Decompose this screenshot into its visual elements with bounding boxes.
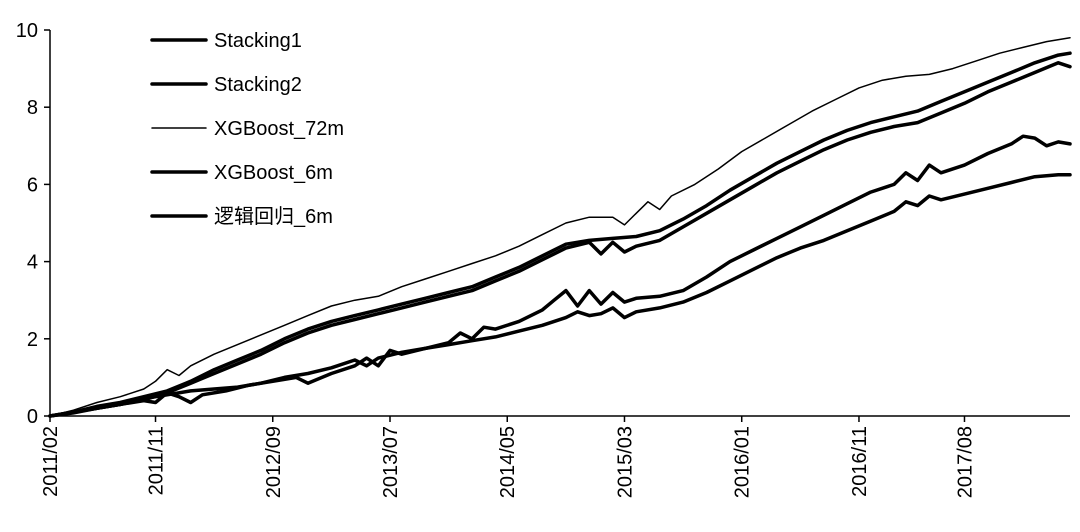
legend-label-1: Stacking1 <box>214 30 302 52</box>
x-tick-label: 2015/03 <box>614 426 636 498</box>
legend-label-5: 逻辑回归_6m <box>214 205 333 228</box>
y-tick-label: 2 <box>27 329 38 351</box>
x-tick-label: 2016/01 <box>732 426 754 498</box>
axes-layer: 0 2 4 6 8 10 2011/02 2011/11 2012/09 2013/07 2014/… <box>16 20 1070 498</box>
x-tick-label: 2011/02 <box>40 426 62 497</box>
legend-label-2: Stacking2 <box>214 74 302 96</box>
y-tick-label: 0 <box>27 406 38 428</box>
series-line-5 <box>48 173 1072 418</box>
legend: Stacking1 Stacking2 XGBoost_72m XGBoost_6m 逻… <box>150 30 344 228</box>
x-tick-label: 2012/09 <box>263 426 285 498</box>
legend-label-3: XGBoost_72m <box>214 118 344 140</box>
series-layer <box>48 36 1072 418</box>
y-tick-label: 10 <box>16 20 38 42</box>
x-tick-label: 2014/05 <box>497 426 519 498</box>
series-line-3 <box>49 36 1071 417</box>
y-tick-label: 6 <box>27 174 38 196</box>
legend-label-4: XGBoost_6m <box>214 162 333 184</box>
x-tick-label: 2013/07 <box>380 426 402 498</box>
x-tick-label: 2011/11 <box>146 426 168 495</box>
x-tick-label: 2017/08 <box>954 426 976 498</box>
y-tick-label: 4 <box>27 252 38 274</box>
x-tick-label: 2016/11 <box>849 426 871 497</box>
series-line-2 <box>48 61 1072 418</box>
series-line-4 <box>48 134 1072 418</box>
series-line-1 <box>48 51 1072 418</box>
y-tick-label: 8 <box>27 97 38 119</box>
